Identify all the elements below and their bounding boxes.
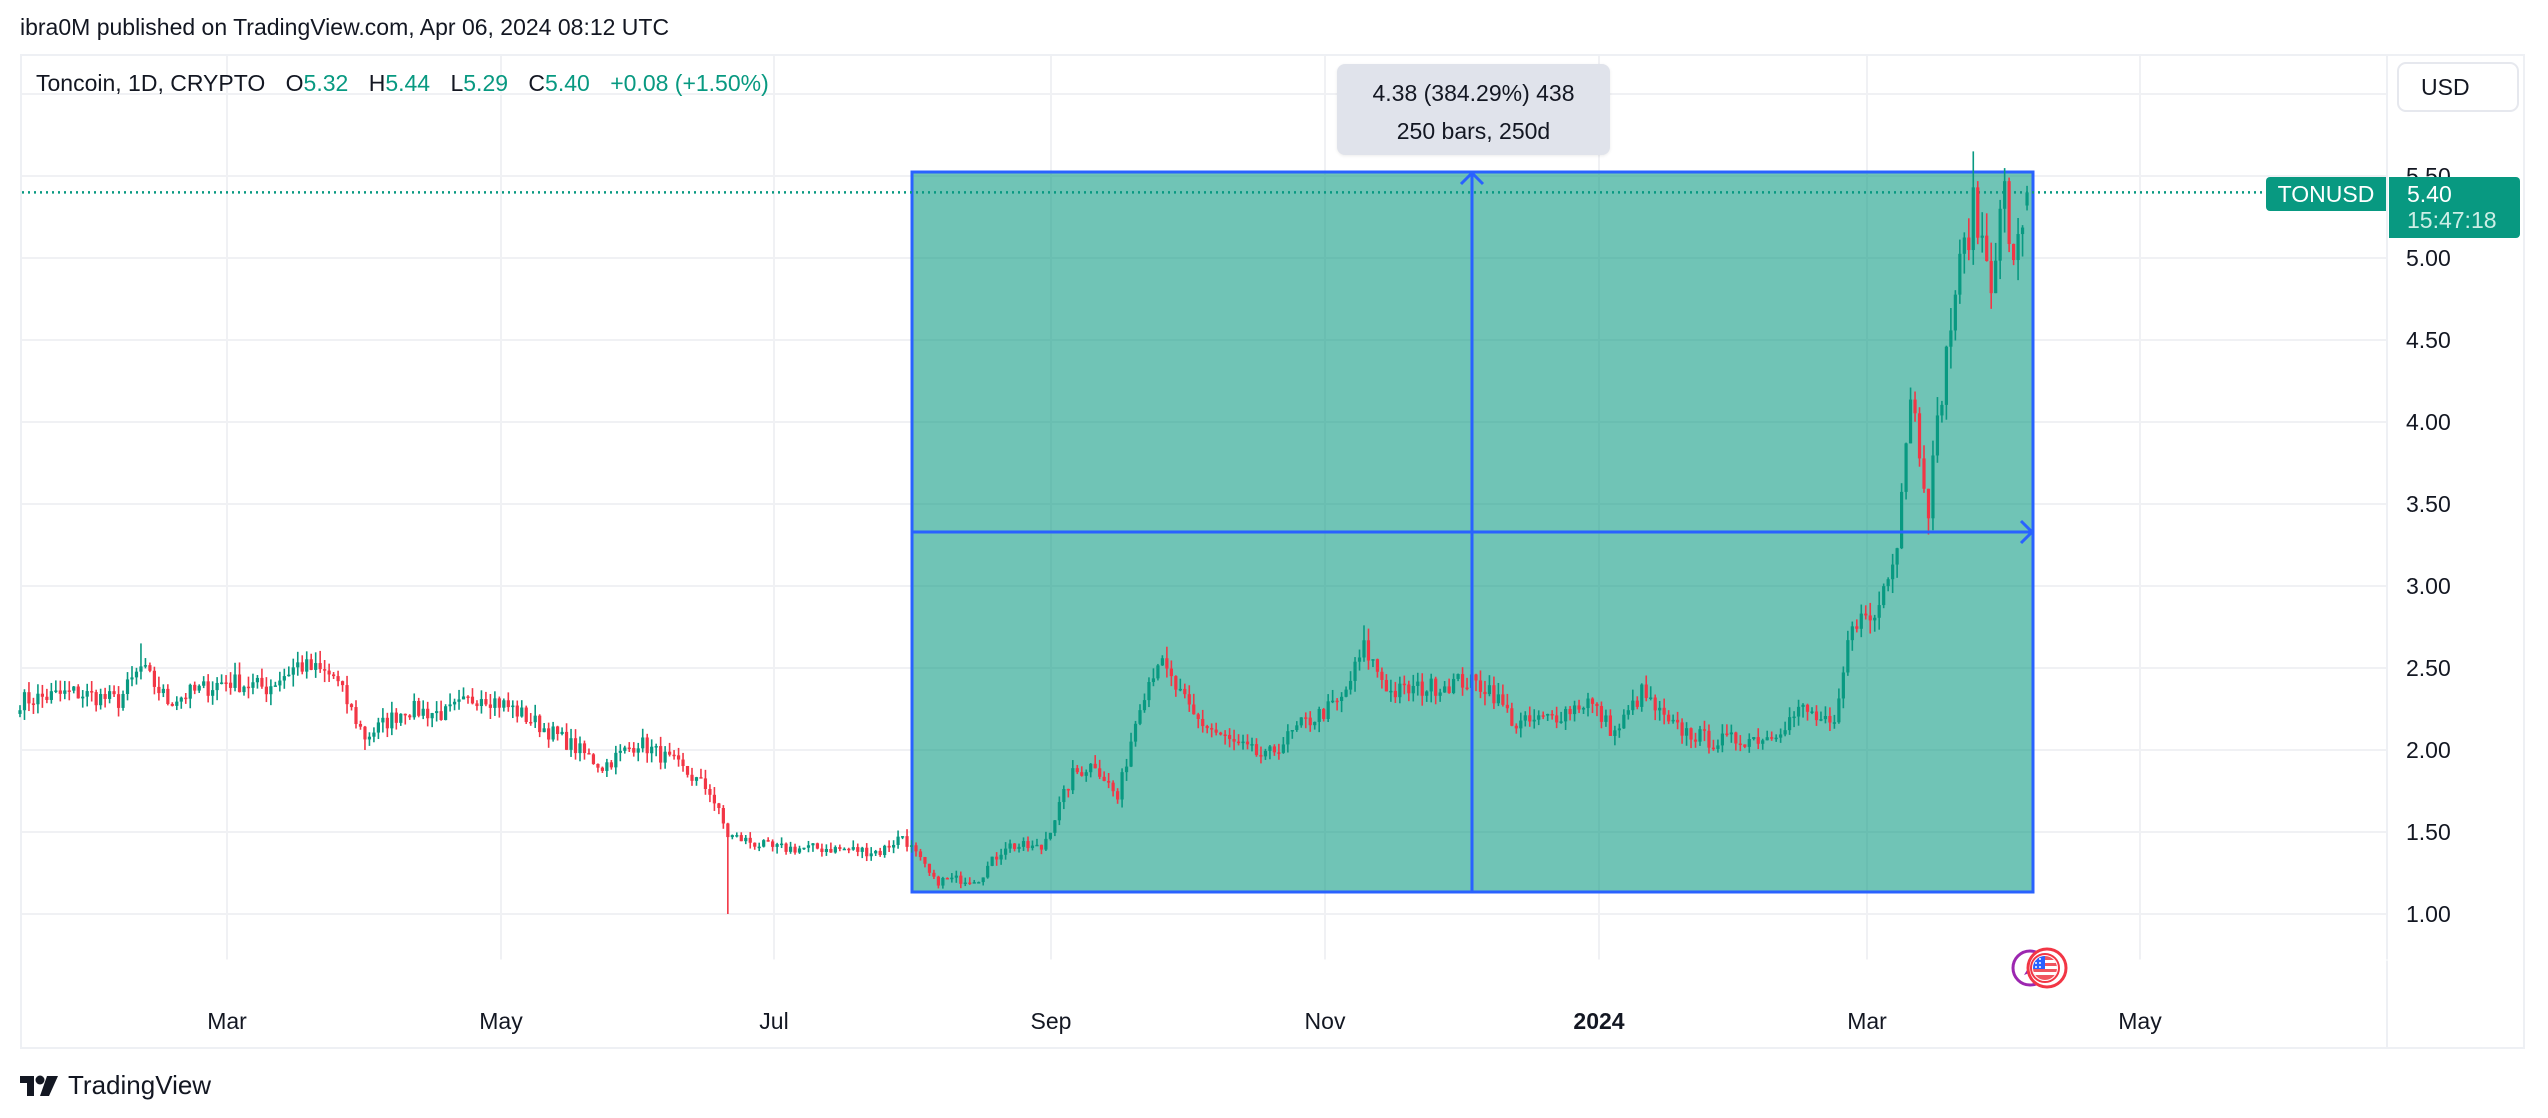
price-tick: 3.00 [2406, 573, 2451, 599]
published-caption: ibra0M published on TradingView.com, Apr… [20, 14, 670, 40]
us-flag-icon [2026, 947, 2068, 989]
time-tick: Nov [1304, 1008, 1346, 1034]
legend-low-value: 5.29 [463, 70, 509, 96]
price-tick: 3.50 [2406, 491, 2451, 517]
legend-open-label: O [285, 70, 304, 96]
time-tick: May [479, 1008, 523, 1034]
last-price-value: 5.40 [2407, 181, 2452, 207]
legend-high-label: H [368, 70, 386, 96]
symbol-legend: Toncoin, 1D, CRYPTO O5.32 H5.44 L5.29 C5… [36, 70, 783, 97]
legend-open-value: 5.32 [303, 70, 349, 96]
legend-close-value: 5.40 [545, 70, 590, 96]
measure-crosshair [912, 170, 2035, 892]
legend-symbol[interactable]: Toncoin, 1D, CRYPTO [36, 70, 266, 96]
measure-price-change: 4.38 (384.29%) 438 [1372, 80, 1575, 106]
time-tick: Sep [1030, 1008, 1072, 1034]
price-tick: 2.50 [2406, 655, 2451, 681]
legend-low-label: L [450, 70, 464, 96]
time-tick: Mar [1847, 1008, 1887, 1034]
price-tick: 4.50 [2406, 327, 2451, 353]
time-tick: Mar [207, 1008, 247, 1034]
time-tick: 2024 [1573, 1008, 1625, 1034]
legend-change: +0.08 (+1.50%) [610, 70, 769, 96]
candlestick-series [18, 151, 2029, 914]
legend-high-value: 5.44 [385, 70, 431, 96]
measure-tooltip: 4.38 (384.29%) 438 250 bars, 250d [1337, 64, 1610, 155]
economic-events-marker[interactable] [2010, 945, 2080, 991]
time-tick: May [2118, 1008, 2162, 1034]
price-tick: 1.00 [2406, 901, 2451, 927]
tradingview-wordmark: TradingView [68, 1070, 212, 1100]
symbol-price-label: TONUSD [2266, 177, 2386, 211]
tradingview-logo[interactable]: TradingView [20, 1070, 211, 1101]
bar-countdown: 15:47:18 [2407, 207, 2497, 233]
price-tick: 2.00 [2406, 737, 2451, 763]
measure-bars-range: 250 bars, 250d [1396, 118, 1551, 144]
price-tick: 5.00 [2406, 245, 2451, 271]
chart-frame [20, 54, 2525, 1049]
last-price-label: 5.40 15:47:18 [2389, 177, 2520, 238]
price-tick: 4.00 [2406, 409, 2451, 435]
price-tick: 1.50 [2406, 819, 2451, 845]
currency-button[interactable]: USD [2397, 62, 2519, 112]
tradingview-logo-icon [20, 1075, 58, 1096]
time-tick: Jul [759, 1008, 789, 1034]
legend-close-label: C [528, 70, 546, 96]
